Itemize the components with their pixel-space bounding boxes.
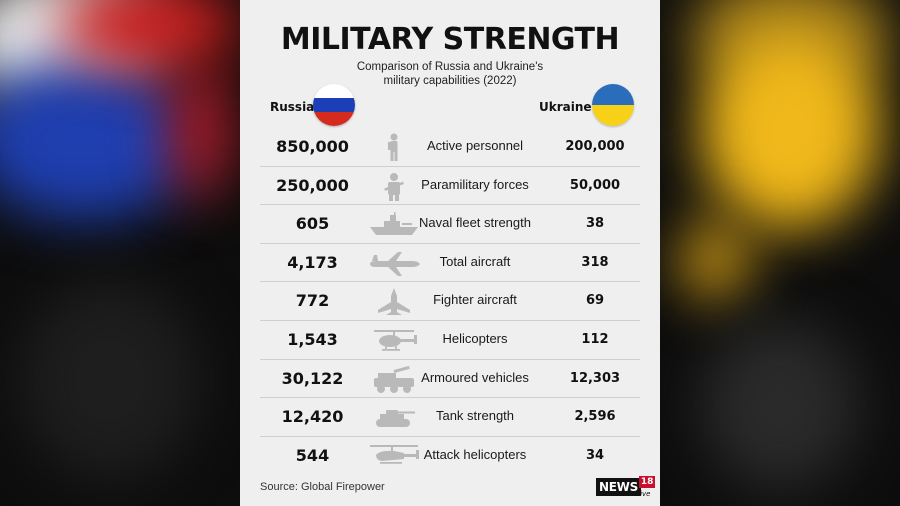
soldier-icon <box>388 133 398 161</box>
subtitle: Comparison of Russia and Ukraine's milit… <box>300 60 600 88</box>
attack-helicopter-icon <box>370 444 419 464</box>
news18-logo: NEWS 18 creative <box>596 476 656 500</box>
table-row: 850,000 Active personnel 200,000 <box>260 128 640 167</box>
russia-header: Russia <box>270 100 315 114</box>
ukraine-value: 2,596 <box>574 409 616 425</box>
ukraine-header: Ukraine <box>539 100 592 114</box>
ukraine-value: 200,000 <box>565 139 625 154</box>
table-row: 12,420 Tank strength 2,596 <box>260 398 640 437</box>
helicopter-icon <box>374 329 417 351</box>
ukraine-value: 318 <box>581 254 609 270</box>
paramilitary-icon <box>384 172 404 201</box>
logo-number: 18 <box>638 476 656 488</box>
table-row: 772 Fighter aircraft 69 <box>260 282 640 321</box>
logo-sub-text: creative <box>622 490 651 498</box>
ukraine-value: 38 <box>585 216 605 232</box>
logo-main-text: NEWS <box>596 478 641 496</box>
ship-icon <box>370 212 418 236</box>
subtitle-line-1: Comparison of Russia and Ukraine's <box>356 61 544 73</box>
subtitle-line-2: military capabilities (2022) <box>383 75 517 87</box>
russia-value: 30,122 <box>281 368 344 388</box>
table-row: 250,000 Paramilitary forces 50,000 <box>260 167 640 206</box>
russia-value: 12,420 <box>281 407 344 427</box>
category-label: Armoured vehicles <box>421 369 529 385</box>
ukraine-value: 12,303 <box>569 370 621 386</box>
ukraine-value: 34 <box>585 447 605 463</box>
category-label: Helicopters <box>442 330 508 346</box>
category-label: Paramilitary forces <box>421 176 529 192</box>
fighter-jet-icon <box>378 288 410 316</box>
table-row: 4,173 Total aircraft 318 <box>260 244 640 283</box>
russia-value: 4,173 <box>287 252 338 272</box>
armoured-vehicle-icon <box>374 365 414 393</box>
table-row: 544 Attack helicopters 34 <box>260 437 640 475</box>
russia-value: 850,000 <box>276 137 349 156</box>
tank-icon <box>376 410 415 428</box>
category-label: Total aircraft <box>439 253 511 269</box>
ukraine-flag-icon <box>592 84 634 126</box>
category-label: Tank strength <box>435 408 515 424</box>
airplane-icon <box>370 251 420 276</box>
category-label: Attack helicopters <box>423 446 527 462</box>
category-label: Naval fleet strength <box>418 215 531 231</box>
russia-value: 772 <box>295 291 330 311</box>
russia-value: 544 <box>295 445 330 465</box>
source-note: Source: Global Firepower <box>260 481 385 493</box>
russia-value: 1,543 <box>287 329 338 349</box>
infographic-card: MILITARY STRENGTH Comparison of Russia a… <box>240 0 660 506</box>
ukraine-value: 50,000 <box>569 177 621 193</box>
page-title: MILITARY STRENGTH <box>280 22 620 57</box>
category-label: Active personnel <box>426 138 524 153</box>
table-row: 605 Naval fleet strength 38 <box>260 205 640 244</box>
russia-value: 250,000 <box>276 175 349 195</box>
table-row: 1,543 Helicopters 112 <box>260 321 640 360</box>
ukraine-value: 112 <box>581 331 609 347</box>
comparison-table: 850,000 Active personnel 200,000 250,000 Par… <box>260 128 640 474</box>
ukraine-value: 69 <box>585 293 605 309</box>
russia-flag-icon <box>313 84 355 126</box>
category-label: Fighter aircraft <box>433 292 517 308</box>
russia-value: 605 <box>295 214 330 234</box>
table-row: 30,122 Armoured vehicles 12,303 <box>260 360 640 399</box>
